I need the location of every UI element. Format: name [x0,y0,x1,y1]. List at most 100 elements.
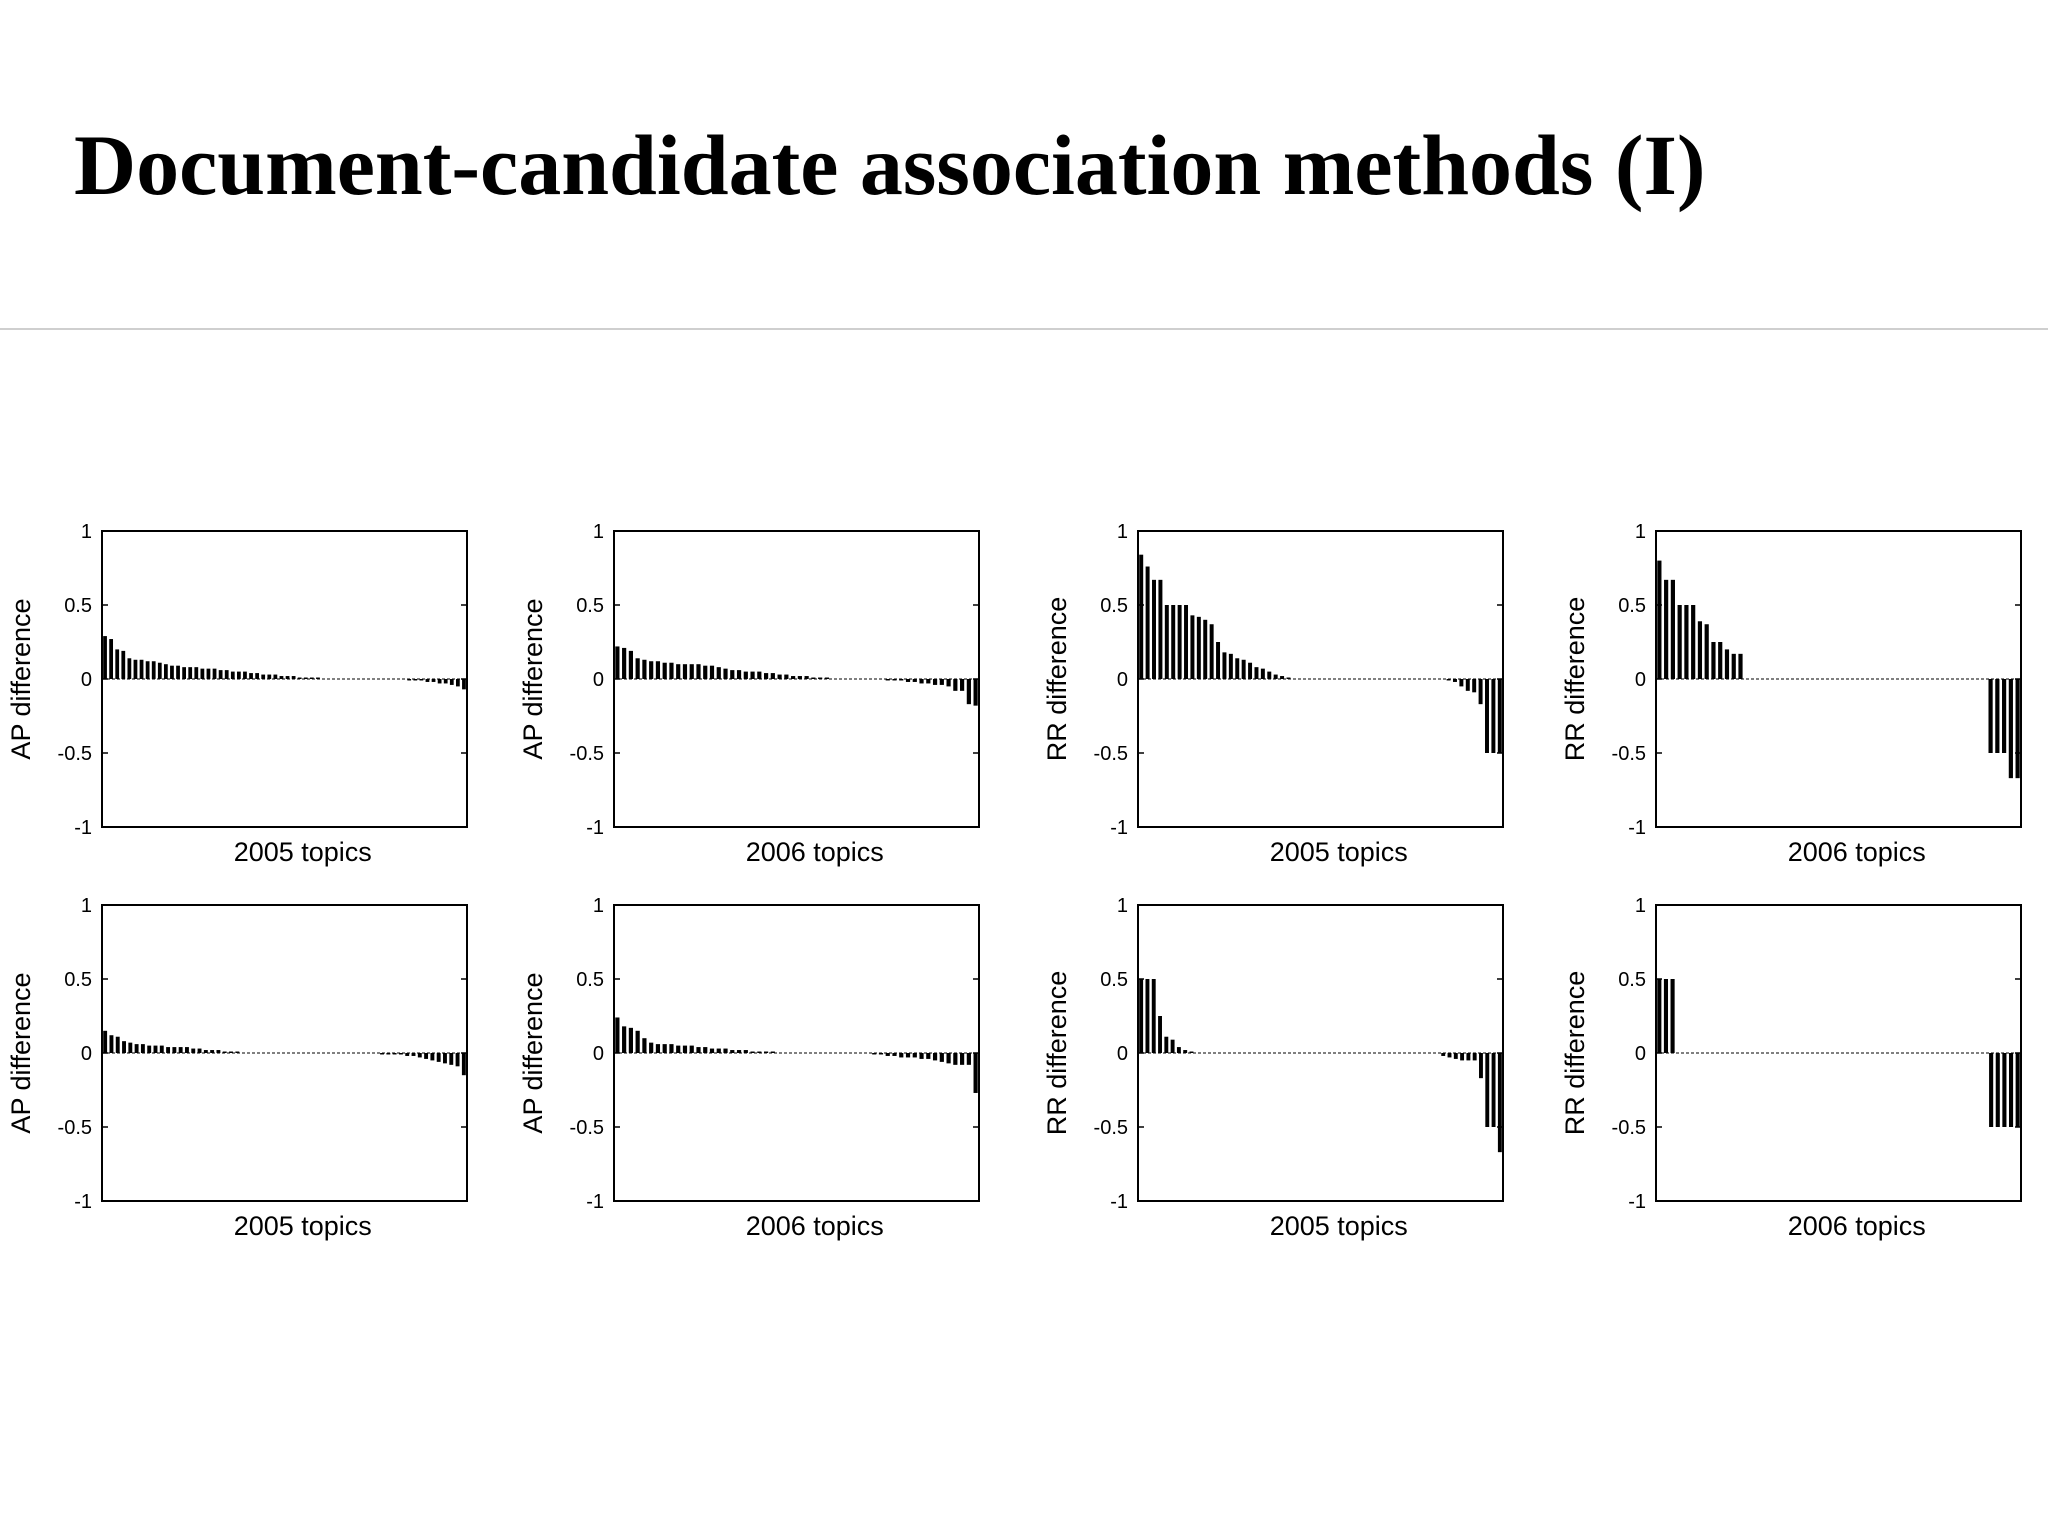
bar [1190,615,1195,679]
bar [730,670,735,679]
y-tick-label: 0 [593,669,604,691]
bar [750,1051,755,1053]
bar [1738,653,1743,679]
bar [1441,1053,1446,1056]
bar [2015,1053,2020,1127]
bar [413,679,418,681]
bar [763,1051,769,1053]
bar [797,676,802,679]
slide-title: Document-candidate association methods (… [74,117,1706,213]
bar [1164,605,1169,679]
bar [151,661,156,679]
bar [407,679,412,681]
bar [1171,605,1176,679]
bar [380,1053,384,1055]
bar [462,679,466,690]
bar [1158,1016,1162,1053]
x-axis-label: 2006 topics [746,837,884,867]
bar [1472,1053,1477,1061]
chart-panel-6: 1 0.5 0 -0.5 -1 2006 topics AP difference [518,895,980,1241]
bar [1177,605,1182,679]
bar [1158,579,1163,679]
bar [919,1053,924,1059]
bar [1704,624,1709,679]
y-axis-label: RR difference [1560,971,1590,1136]
y-tick-label: 1 [1117,521,1128,543]
y-axis-label: AP difference [6,972,36,1133]
bar [932,679,938,685]
bar [1691,605,1696,679]
bar [436,1053,441,1062]
bar [743,671,748,679]
bar [230,671,235,679]
bar [709,665,715,679]
y-tick-label: -1 [1110,1191,1128,1213]
bar [431,679,436,682]
bar [1497,1053,1502,1153]
bar [437,679,442,684]
bar [973,1053,978,1093]
bar [218,670,223,679]
y-tick-label: 0 [81,669,92,691]
bar [757,671,762,679]
bar [723,668,728,679]
bar [411,1053,416,1056]
bar [1677,605,1682,679]
bar [791,676,796,679]
bar [159,1045,164,1053]
bar [689,1045,694,1053]
bar [743,1050,748,1053]
bar [655,1044,661,1053]
bar [103,636,107,679]
bar [676,1045,681,1053]
bar [811,677,816,679]
bar [1459,679,1464,687]
y-tick-label: -1 [1628,1191,1646,1213]
bar [153,1045,158,1053]
bar [297,677,302,679]
bar [191,1048,196,1053]
bar [127,658,132,679]
bar [770,673,775,679]
bar [309,677,314,679]
bar [1657,979,1662,1053]
bar [449,1053,454,1065]
chart-panel-5: 1 0.5 0 -0.5 -1 2005 topics AP difference [6,895,468,1241]
bar [777,674,782,679]
bar [1497,679,1502,753]
bar [1479,1053,1483,1079]
bar [185,1047,189,1053]
bar [103,1030,108,1053]
y-tick-label: -0.5 [1094,743,1128,765]
bar [1170,1039,1175,1053]
bar [1196,616,1201,679]
bar [655,661,661,679]
bar [1145,979,1150,1053]
bar [128,1042,133,1053]
bar [912,1053,917,1058]
bar [662,662,667,679]
y-tick-label: -0.5 [58,743,92,765]
y-tick-label: -0.5 [1612,1117,1646,1139]
bar [1711,642,1716,679]
y-tick-label: 0.5 [1100,969,1128,991]
bar [147,1045,152,1053]
bar [892,1053,897,1056]
bar [736,670,742,679]
y-tick-label: 0.5 [576,595,604,617]
x-axis-label: 2005 topics [234,1211,372,1241]
bar [1663,979,1669,1053]
bar [316,677,320,679]
bar [182,667,187,679]
bar [669,1044,674,1053]
chart-panel-3: 1 0.5 0 -0.5 -1 2005 topics RR difference [1042,521,1504,867]
bar [716,1048,721,1053]
bar [615,1017,620,1053]
bar [635,658,640,679]
bar [703,665,708,679]
bar [1988,679,1993,753]
bar [229,1051,233,1053]
x-axis-label: 2006 topics [1788,837,1926,867]
y-tick-label: -1 [586,1191,604,1213]
